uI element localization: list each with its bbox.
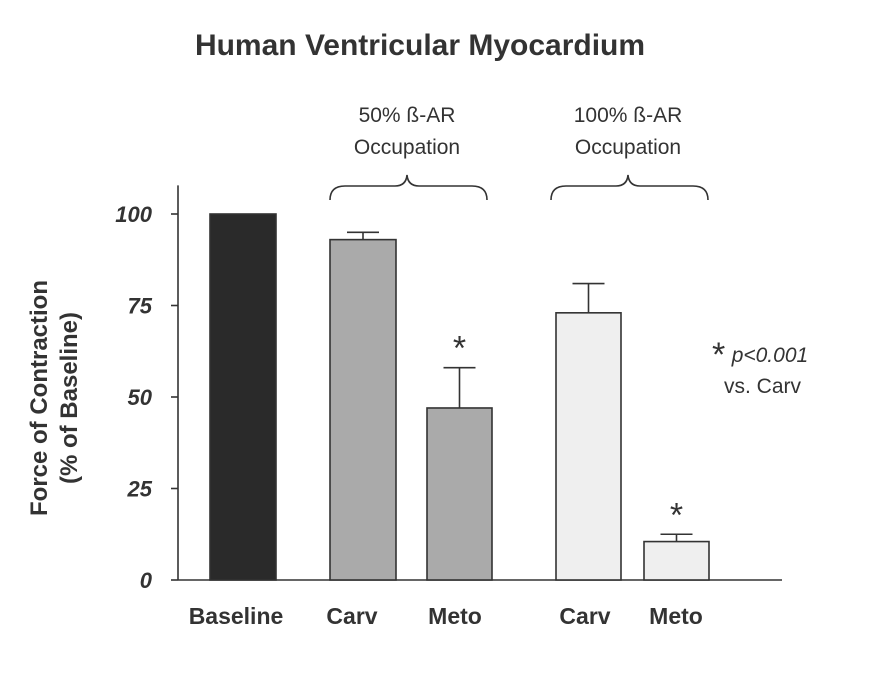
significance-star: * <box>670 496 683 534</box>
bar <box>329 238 397 581</box>
bar <box>555 312 622 581</box>
group-label-100-line2: Occupation <box>575 136 681 159</box>
y-tick-label: 25 <box>127 477 153 502</box>
significance-note: * p<0.001 <box>712 336 808 374</box>
group-label-100-line1: 100% ß-AR <box>574 104 683 127</box>
x-tick-label: Meto <box>428 603 482 629</box>
significance-note-line2: vs. Carv <box>724 375 802 398</box>
y-axis-label-line1: Force of Contraction <box>26 280 53 516</box>
group-label-50-line1: 50% ß-AR <box>359 104 456 127</box>
y-tick-label: 0 <box>140 568 153 593</box>
group-brace-100 <box>550 174 709 201</box>
x-tick-label: Carv <box>559 603 610 629</box>
significance-note-p: p<0.001 <box>731 344 809 367</box>
group-label-50-line2: Occupation <box>354 136 460 159</box>
y-tick-label: 75 <box>128 294 153 319</box>
chart-title: Human Ventricular Myocardium <box>195 29 645 62</box>
x-tick-labels: Baseline Carv Meto Carv Meto <box>189 603 703 629</box>
significance-star: * <box>453 330 466 368</box>
bar <box>426 407 493 581</box>
bar <box>643 540 710 581</box>
group-brace-50 <box>329 174 488 201</box>
x-tick-label: Meto <box>649 603 703 629</box>
axes: 0 25 50 75 100 <box>115 185 782 593</box>
y-tick-label: 100 <box>115 202 152 227</box>
y-tick-label: 50 <box>128 385 153 410</box>
y-axis-label-line2: (% of Baseline) <box>56 312 83 484</box>
bar <box>209 213 277 581</box>
bars: ** <box>209 213 710 581</box>
x-tick-label: Carv <box>326 603 377 629</box>
significance-note-star: * <box>712 336 725 374</box>
x-tick-label: Baseline <box>189 603 284 629</box>
